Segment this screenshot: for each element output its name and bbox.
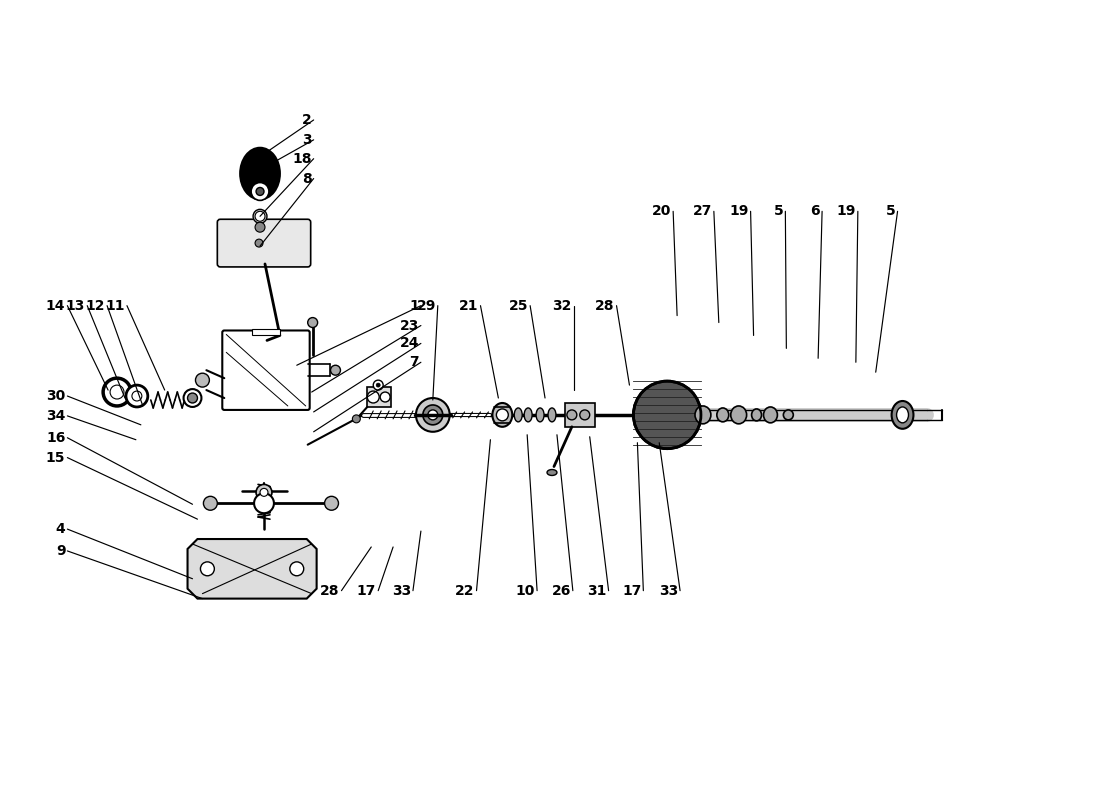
- Circle shape: [324, 496, 339, 510]
- Ellipse shape: [240, 148, 279, 199]
- Ellipse shape: [763, 407, 778, 423]
- Text: 9: 9: [56, 544, 65, 558]
- Text: 33: 33: [392, 584, 411, 598]
- Text: 11: 11: [106, 298, 125, 313]
- Text: 31: 31: [587, 584, 606, 598]
- Text: 28: 28: [595, 298, 615, 313]
- Text: 6: 6: [811, 204, 821, 218]
- Circle shape: [255, 211, 265, 222]
- Text: 22: 22: [455, 584, 474, 598]
- Ellipse shape: [253, 210, 267, 223]
- Ellipse shape: [493, 403, 513, 427]
- Circle shape: [260, 488, 268, 496]
- Circle shape: [289, 562, 304, 576]
- Text: 2: 2: [301, 113, 311, 127]
- Ellipse shape: [634, 381, 701, 449]
- Text: 24: 24: [399, 336, 419, 350]
- Circle shape: [580, 410, 590, 420]
- FancyBboxPatch shape: [218, 219, 310, 267]
- Circle shape: [132, 391, 142, 401]
- Circle shape: [251, 182, 270, 200]
- Polygon shape: [187, 539, 317, 598]
- Circle shape: [126, 385, 147, 407]
- Text: 27: 27: [693, 204, 712, 218]
- Ellipse shape: [515, 408, 522, 422]
- Circle shape: [381, 392, 390, 402]
- Text: 18: 18: [293, 152, 311, 166]
- Text: 5: 5: [886, 204, 895, 218]
- Circle shape: [255, 222, 265, 232]
- Ellipse shape: [428, 410, 438, 420]
- Ellipse shape: [695, 406, 711, 424]
- Ellipse shape: [751, 409, 761, 421]
- Text: 26: 26: [551, 584, 571, 598]
- Text: 8: 8: [301, 171, 311, 186]
- Ellipse shape: [422, 405, 442, 425]
- Text: 3: 3: [302, 133, 311, 147]
- Text: 30: 30: [46, 389, 65, 403]
- Ellipse shape: [547, 470, 557, 475]
- Circle shape: [187, 393, 198, 403]
- Ellipse shape: [184, 389, 201, 407]
- Ellipse shape: [892, 401, 913, 429]
- Text: 33: 33: [659, 584, 678, 598]
- Polygon shape: [565, 403, 595, 427]
- Circle shape: [367, 391, 380, 403]
- Circle shape: [204, 496, 218, 510]
- Text: 14: 14: [46, 298, 65, 313]
- Circle shape: [352, 415, 361, 423]
- Ellipse shape: [496, 409, 508, 421]
- Circle shape: [308, 318, 318, 327]
- Text: 21: 21: [459, 298, 478, 313]
- Ellipse shape: [783, 410, 793, 420]
- Ellipse shape: [416, 398, 450, 432]
- Circle shape: [255, 239, 263, 247]
- Ellipse shape: [730, 406, 747, 424]
- Text: 15: 15: [46, 450, 65, 465]
- Circle shape: [196, 373, 209, 387]
- Text: 17: 17: [356, 584, 376, 598]
- Circle shape: [254, 494, 274, 514]
- FancyBboxPatch shape: [222, 330, 310, 410]
- Text: 17: 17: [621, 584, 641, 598]
- Text: 1: 1: [409, 298, 419, 313]
- Ellipse shape: [525, 408, 532, 422]
- Text: 23: 23: [399, 318, 419, 333]
- Circle shape: [256, 187, 264, 195]
- Polygon shape: [367, 387, 392, 407]
- Text: 10: 10: [516, 584, 535, 598]
- Text: 19: 19: [836, 204, 856, 218]
- Text: 19: 19: [729, 204, 749, 218]
- Circle shape: [330, 366, 341, 375]
- Circle shape: [103, 378, 131, 406]
- Text: 32: 32: [552, 298, 572, 313]
- Text: 28: 28: [320, 584, 340, 598]
- Circle shape: [110, 385, 124, 399]
- Text: 29: 29: [417, 298, 436, 313]
- Circle shape: [373, 380, 383, 390]
- Text: 16: 16: [46, 430, 65, 445]
- Text: 4: 4: [56, 522, 65, 536]
- Ellipse shape: [896, 407, 909, 423]
- Text: 5: 5: [773, 204, 783, 218]
- Bar: [252, 330, 279, 335]
- Text: 7: 7: [409, 355, 419, 370]
- Ellipse shape: [548, 408, 556, 422]
- Text: 12: 12: [86, 298, 106, 313]
- Circle shape: [376, 383, 381, 387]
- Circle shape: [566, 410, 576, 420]
- Ellipse shape: [717, 408, 728, 422]
- Circle shape: [200, 562, 214, 576]
- Ellipse shape: [536, 408, 544, 422]
- Text: 13: 13: [66, 298, 86, 313]
- Text: 20: 20: [652, 204, 671, 218]
- Circle shape: [256, 485, 272, 500]
- Text: 34: 34: [46, 409, 65, 423]
- Text: 25: 25: [508, 298, 528, 313]
